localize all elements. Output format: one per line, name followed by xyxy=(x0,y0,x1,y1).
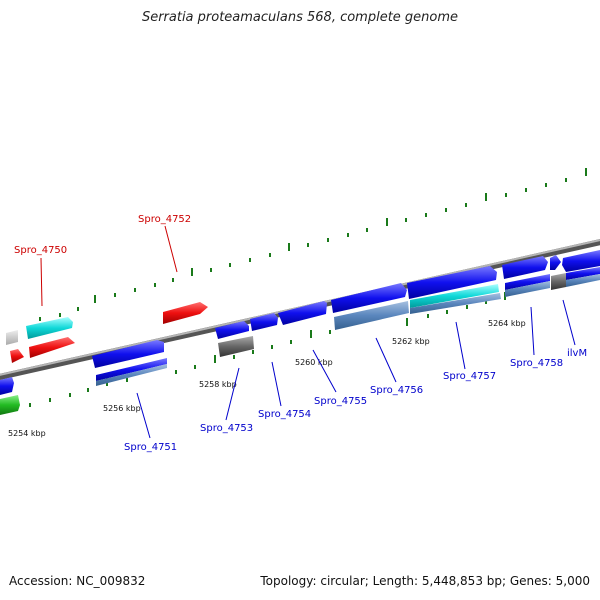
gene-spro-4756-steel[interactable] xyxy=(334,301,409,330)
gene-spro-4754[interactable] xyxy=(250,313,278,331)
map-title: Serratia proteamaculans 568, complete ge… xyxy=(141,10,459,25)
gene-spro-4755[interactable] xyxy=(278,301,327,325)
genome-summary-text: Topology: circular; Length: 5,448,853 bp… xyxy=(260,574,590,588)
outer-tick-row xyxy=(39,168,587,321)
gene-rna-cyan[interactable] xyxy=(26,317,73,339)
gene-fragment-green-left[interactable] xyxy=(0,395,20,415)
gene-ilvm-steel[interactable] xyxy=(566,274,600,287)
label-spro-4750[interactable]: Spro_4750 xyxy=(14,245,67,256)
gene-ilvm[interactable] xyxy=(562,250,600,272)
gene-pseudo-gray[interactable] xyxy=(218,336,254,357)
label-spro-4754[interactable]: Spro_4754 xyxy=(258,409,311,420)
label-spro-4757[interactable]: Spro_4757 xyxy=(443,371,496,382)
label-spro-4758[interactable]: Spro_4758 xyxy=(510,358,563,369)
gene-spro-4751-b[interactable] xyxy=(96,358,167,381)
gene-fragment-red[interactable] xyxy=(10,349,24,363)
gene-spro-4758-steel[interactable] xyxy=(505,281,550,297)
label-spro-4751[interactable]: Spro_4751 xyxy=(124,442,177,453)
gene-spro-4757-cyan[interactable] xyxy=(410,284,499,308)
gene-fragment-blue-left[interactable] xyxy=(0,377,14,395)
gene-spro-4750[interactable] xyxy=(29,337,75,358)
gene-ilvm-gray[interactable] xyxy=(551,273,566,290)
label-spro-4755[interactable]: Spro_4755 xyxy=(314,396,367,407)
gene-spro-4753[interactable] xyxy=(215,321,249,339)
gene-spro-4758[interactable] xyxy=(502,256,548,279)
upper-gene-track xyxy=(0,250,600,415)
label-spro-4752[interactable]: Spro_4752 xyxy=(138,214,191,225)
scale-label-5260: 5260 kbp xyxy=(295,358,333,367)
accession-text: Accession: NC_009832 xyxy=(9,574,146,588)
gene-spro-4751-c[interactable] xyxy=(96,364,167,386)
gene-spro-4751[interactable] xyxy=(92,340,164,368)
scale-label-5262: 5262 kbp xyxy=(392,337,430,346)
label-connectors xyxy=(40,225,576,439)
gene-small-blue[interactable] xyxy=(550,255,561,270)
label-spro-4756[interactable]: Spro_4756 xyxy=(370,385,423,396)
scale-label-5264: 5264 kbp xyxy=(488,319,526,328)
scale-label-5254: 5254 kbp xyxy=(8,429,46,438)
label-spro-4753[interactable]: Spro_4753 xyxy=(200,423,253,434)
gene-ilvm-b[interactable] xyxy=(566,267,600,280)
label-ilvm[interactable]: ilvM xyxy=(567,348,587,359)
gene-spro-4758-b[interactable] xyxy=(505,274,550,290)
gene-spro-4757[interactable] xyxy=(407,266,497,299)
gene-spro-4757-steel[interactable] xyxy=(410,293,501,314)
gene-spro-4752[interactable] xyxy=(163,302,208,324)
scale-label-5256: 5256 kbp xyxy=(103,404,141,413)
gene-fragment-gray[interactable] xyxy=(6,330,18,345)
gene-spro-4756[interactable] xyxy=(331,283,407,313)
scale-label-5258: 5258 kbp xyxy=(199,380,237,389)
